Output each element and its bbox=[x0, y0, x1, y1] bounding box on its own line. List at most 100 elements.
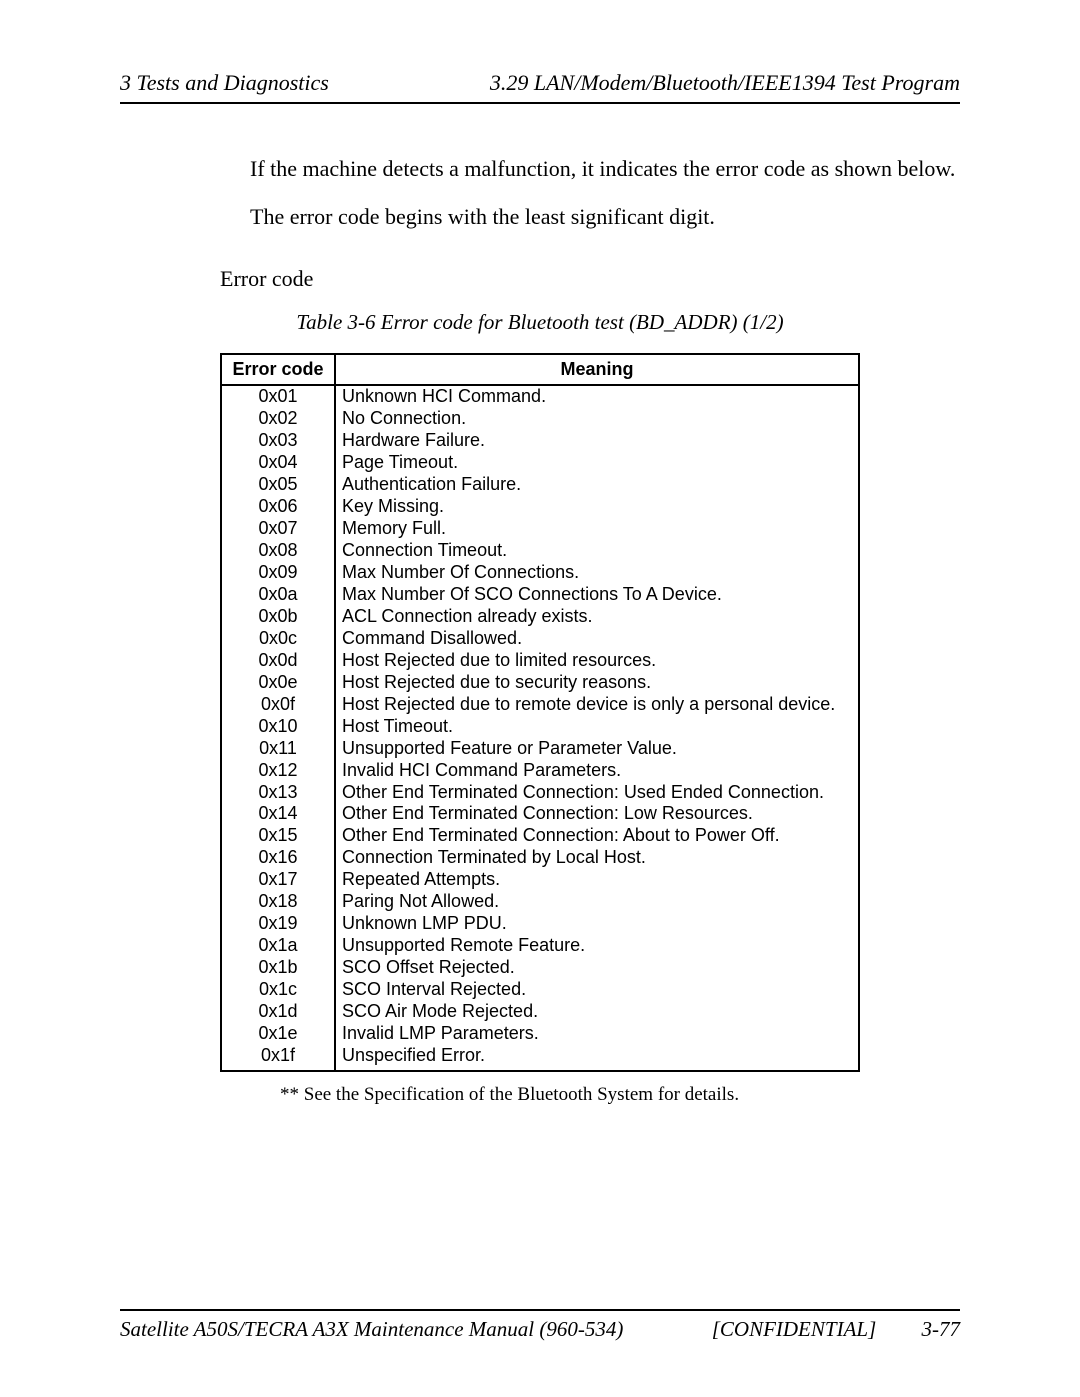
cell-meaning: Unspecified Error. bbox=[335, 1045, 859, 1071]
cell-meaning: Other End Terminated Connection: About t… bbox=[335, 825, 859, 847]
table-row: 0x12Invalid HCI Command Parameters. bbox=[221, 760, 859, 782]
table-row: 0x04Page Timeout. bbox=[221, 452, 859, 474]
table-row: 0x10Host Timeout. bbox=[221, 716, 859, 738]
footer-mid: [CONFIDENTIAL] bbox=[712, 1317, 877, 1341]
page-header: 3 Tests and Diagnostics 3.29 LAN/Modem/B… bbox=[120, 70, 960, 104]
cell-error-code: 0x19 bbox=[221, 913, 335, 935]
cell-meaning: Invalid LMP Parameters. bbox=[335, 1023, 859, 1045]
cell-meaning: No Connection. bbox=[335, 408, 859, 430]
cell-meaning: Hardware Failure. bbox=[335, 430, 859, 452]
cell-meaning: Host Timeout. bbox=[335, 716, 859, 738]
cell-error-code: 0x11 bbox=[221, 738, 335, 760]
cell-meaning: SCO Offset Rejected. bbox=[335, 957, 859, 979]
cell-error-code: 0x08 bbox=[221, 540, 335, 562]
table-row: 0x0eHost Rejected due to security reason… bbox=[221, 672, 859, 694]
cell-meaning: Unknown HCI Command. bbox=[335, 385, 859, 408]
cell-error-code: 0x1b bbox=[221, 957, 335, 979]
table-row: 0x1eInvalid LMP Parameters. bbox=[221, 1023, 859, 1045]
table-row: 0x05Authentication Failure. bbox=[221, 474, 859, 496]
cell-error-code: 0x16 bbox=[221, 847, 335, 869]
cell-meaning: Max Number Of Connections. bbox=[335, 562, 859, 584]
cell-error-code: 0x1d bbox=[221, 1001, 335, 1023]
cell-meaning: Command Disallowed. bbox=[335, 628, 859, 650]
table-footnote: ** See the Specification of the Bluetoot… bbox=[280, 1084, 960, 1106]
paragraph-2: The error code begins with the least sig… bbox=[250, 202, 960, 232]
cell-error-code: 0x0a bbox=[221, 584, 335, 606]
cell-meaning: Other End Terminated Connection: Used En… bbox=[335, 782, 859, 804]
cell-meaning: Other End Terminated Connection: Low Res… bbox=[335, 803, 859, 825]
table-row: 0x01Unknown HCI Command. bbox=[221, 385, 859, 408]
table-row: 0x1bSCO Offset Rejected. bbox=[221, 957, 859, 979]
table-row: 0x11Unsupported Feature or Parameter Val… bbox=[221, 738, 859, 760]
cell-meaning: ACL Connection already exists. bbox=[335, 606, 859, 628]
table-row: 0x07Memory Full. bbox=[221, 518, 859, 540]
cell-meaning: Host Rejected due to security reasons. bbox=[335, 672, 859, 694]
table-row: 0x13Other End Terminated Connection: Use… bbox=[221, 782, 859, 804]
table-row: 0x1cSCO Interval Rejected. bbox=[221, 979, 859, 1001]
cell-error-code: 0x15 bbox=[221, 825, 335, 847]
cell-meaning: Max Number Of SCO Connections To A Devic… bbox=[335, 584, 859, 606]
table-row: 0x09Max Number Of Connections. bbox=[221, 562, 859, 584]
cell-error-code: 0x0d bbox=[221, 650, 335, 672]
cell-error-code: 0x1e bbox=[221, 1023, 335, 1045]
header-right: 3.29 LAN/Modem/Bluetooth/IEEE1394 Test P… bbox=[490, 70, 960, 96]
table-row: 0x17Repeated Attempts. bbox=[221, 869, 859, 891]
col-header-code: Error code bbox=[221, 354, 335, 385]
cell-meaning: Memory Full. bbox=[335, 518, 859, 540]
cell-error-code: 0x1a bbox=[221, 935, 335, 957]
cell-error-code: 0x01 bbox=[221, 385, 335, 408]
cell-error-code: 0x04 bbox=[221, 452, 335, 474]
table-row: 0x06Key Missing. bbox=[221, 496, 859, 518]
cell-error-code: 0x06 bbox=[221, 496, 335, 518]
cell-error-code: 0x0e bbox=[221, 672, 335, 694]
cell-error-code: 0x1c bbox=[221, 979, 335, 1001]
cell-error-code: 0x12 bbox=[221, 760, 335, 782]
footer-right: 3-77 bbox=[922, 1317, 961, 1341]
cell-meaning: Unsupported Feature or Parameter Value. bbox=[335, 738, 859, 760]
cell-meaning: Connection Timeout. bbox=[335, 540, 859, 562]
header-left: 3 Tests and Diagnostics bbox=[120, 70, 329, 96]
cell-meaning: Repeated Attempts. bbox=[335, 869, 859, 891]
table-row: 0x0aMax Number Of SCO Connections To A D… bbox=[221, 584, 859, 606]
cell-error-code: 0x0f bbox=[221, 694, 335, 716]
cell-error-code: 0x13 bbox=[221, 782, 335, 804]
cell-meaning: Invalid HCI Command Parameters. bbox=[335, 760, 859, 782]
cell-error-code: 0x0c bbox=[221, 628, 335, 650]
cell-error-code: 0x10 bbox=[221, 716, 335, 738]
table-row: 0x16Connection Terminated by Local Host. bbox=[221, 847, 859, 869]
cell-error-code: 0x18 bbox=[221, 891, 335, 913]
table-row: 0x14Other End Terminated Connection: Low… bbox=[221, 803, 859, 825]
cell-meaning: Unsupported Remote Feature. bbox=[335, 935, 859, 957]
table-row: 0x08Connection Timeout. bbox=[221, 540, 859, 562]
cell-meaning: SCO Interval Rejected. bbox=[335, 979, 859, 1001]
table-row: 0x0fHost Rejected due to remote device i… bbox=[221, 694, 859, 716]
cell-meaning: Unknown LMP PDU. bbox=[335, 913, 859, 935]
cell-error-code: 0x0b bbox=[221, 606, 335, 628]
page-footer: Satellite A50S/TECRA A3X Maintenance Man… bbox=[120, 1309, 960, 1342]
paragraph-1: If the machine detects a malfunction, it… bbox=[250, 154, 960, 184]
table-row: 0x02No Connection. bbox=[221, 408, 859, 430]
footer-left: Satellite A50S/TECRA A3X Maintenance Man… bbox=[120, 1317, 623, 1342]
cell-meaning: Host Rejected due to limited resources. bbox=[335, 650, 859, 672]
table-row: 0x1fUnspecified Error. bbox=[221, 1045, 859, 1071]
table-row: 0x1dSCO Air Mode Rejected. bbox=[221, 1001, 859, 1023]
cell-meaning: Key Missing. bbox=[335, 496, 859, 518]
error-code-table: Error code Meaning 0x01Unknown HCI Comma… bbox=[220, 353, 860, 1072]
table-row: 0x19Unknown LMP PDU. bbox=[221, 913, 859, 935]
table-row: 0x0dHost Rejected due to limited resourc… bbox=[221, 650, 859, 672]
cell-error-code: 0x07 bbox=[221, 518, 335, 540]
cell-error-code: 0x17 bbox=[221, 869, 335, 891]
table-row: 0x0bACL Connection already exists. bbox=[221, 606, 859, 628]
cell-error-code: 0x1f bbox=[221, 1045, 335, 1071]
table-row: 0x1aUnsupported Remote Feature. bbox=[221, 935, 859, 957]
table-row: 0x15Other End Terminated Connection: Abo… bbox=[221, 825, 859, 847]
cell-meaning: Paring Not Allowed. bbox=[335, 891, 859, 913]
table-caption: Table 3-6 Error code for Bluetooth test … bbox=[120, 310, 960, 335]
cell-error-code: 0x14 bbox=[221, 803, 335, 825]
cell-error-code: 0x03 bbox=[221, 430, 335, 452]
table-row: 0x03Hardware Failure. bbox=[221, 430, 859, 452]
cell-error-code: 0x09 bbox=[221, 562, 335, 584]
cell-meaning: SCO Air Mode Rejected. bbox=[335, 1001, 859, 1023]
cell-meaning: Authentication Failure. bbox=[335, 474, 859, 496]
cell-error-code: 0x02 bbox=[221, 408, 335, 430]
